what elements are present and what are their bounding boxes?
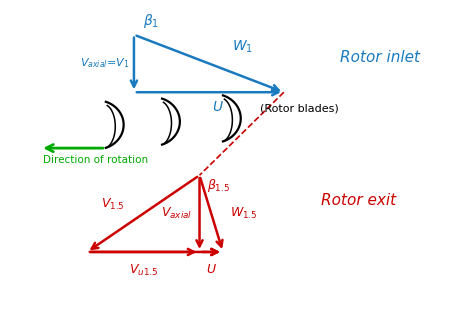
Text: $U$: $U$ [212, 100, 224, 114]
Text: Direction of rotation: Direction of rotation [43, 155, 148, 165]
Text: $V_{1.5}$: $V_{1.5}$ [101, 197, 125, 212]
Text: $V_{u1.5}$: $V_{u1.5}$ [128, 263, 158, 278]
Text: $U$: $U$ [206, 263, 217, 276]
Text: $\beta_{1.5}$: $\beta_{1.5}$ [207, 177, 230, 194]
Text: Rotor inlet: Rotor inlet [340, 50, 420, 65]
Text: (Rotor blades): (Rotor blades) [260, 103, 339, 113]
Text: $\beta_1$: $\beta_1$ [143, 12, 159, 30]
Text: $V_{axial}$: $V_{axial}$ [161, 206, 192, 221]
Text: Rotor exit: Rotor exit [321, 193, 396, 208]
Text: $W_1$: $W_1$ [232, 39, 253, 56]
Text: $V_{axial}$=$V_1$: $V_{axial}$=$V_1$ [80, 57, 129, 71]
Text: $W_{1.5}$: $W_{1.5}$ [230, 206, 257, 221]
